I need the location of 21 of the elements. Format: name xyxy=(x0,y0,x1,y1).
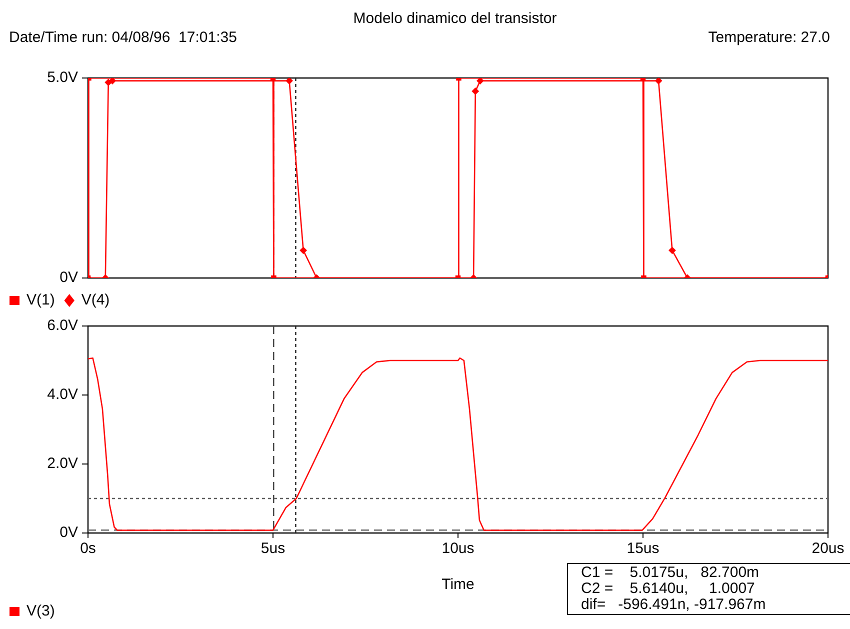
y-tick-label: 0V xyxy=(60,524,78,542)
legend-label: V(4) xyxy=(81,292,110,309)
legend-label: V(1) xyxy=(26,292,55,309)
x-axis-title: Time xyxy=(442,576,474,594)
y-tick-label: 4.0V xyxy=(47,386,78,404)
legend-label: V(3) xyxy=(26,602,55,620)
text: Temperature: 27.0 xyxy=(708,29,830,46)
x-tick-label: 15us xyxy=(626,540,660,558)
x-tick-label: 5us xyxy=(260,540,286,558)
text: dif= -596.491n, -917.967m xyxy=(581,596,767,613)
y-tick-label: 0V xyxy=(60,269,78,286)
text: C2 = 5.6140u, 1.0007 xyxy=(581,580,756,597)
text: C1 = 5.0175u, 82.700m xyxy=(581,564,760,581)
x-tick-label: 20us xyxy=(812,540,844,558)
y-tick-label: 6.0V xyxy=(47,317,78,334)
x-tick-label: 0s xyxy=(80,540,96,558)
text: Date/Time run: 04/08/96 17:01:35 xyxy=(9,29,237,46)
y-tick-label: 2.0V xyxy=(47,455,78,472)
chart-title: Modelo dinamico del transistor xyxy=(352,10,558,27)
x-tick-label: 10us xyxy=(442,540,474,558)
y-tick-label: 5.0V xyxy=(47,69,78,86)
